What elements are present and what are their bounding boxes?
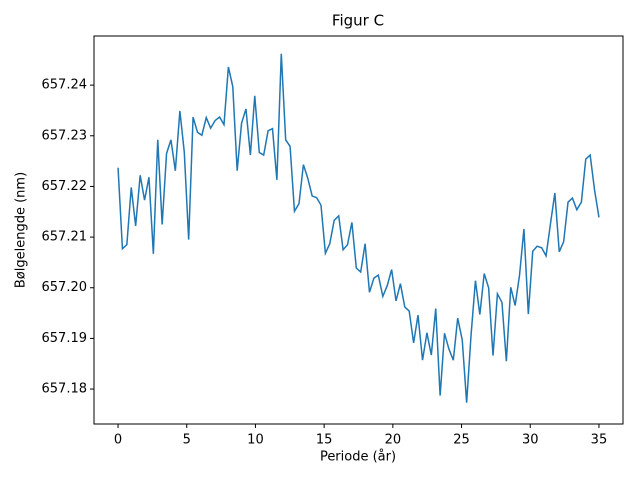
chart-title: Figur C: [332, 12, 384, 30]
y-tick-label: 657.19: [42, 331, 88, 346]
y-tick-label: 657.18: [42, 382, 88, 397]
x-tick-label: 10: [247, 433, 264, 448]
y-tick-label: 657.22: [42, 179, 88, 194]
x-tick-label: 5: [183, 433, 191, 448]
x-tick-label: 25: [453, 433, 470, 448]
x-tick-label: 0: [114, 433, 122, 448]
y-tick-label: 657.20: [42, 280, 88, 295]
x-axis-label: Periode (år): [320, 450, 396, 465]
y-tick-label: 657.23: [42, 128, 88, 143]
data-line: [117, 53, 600, 403]
x-tick-label: 20: [385, 433, 402, 448]
x-tick-label: 35: [591, 433, 608, 448]
y-tick-label: 657.24: [42, 78, 88, 93]
plot-frame: [93, 35, 624, 425]
x-tick-label: 15: [316, 433, 333, 448]
y-axis-label: Bølgelengde (nm): [14, 172, 29, 288]
y-tick-label: 657.21: [42, 230, 88, 245]
x-tick-label: 30: [522, 433, 539, 448]
